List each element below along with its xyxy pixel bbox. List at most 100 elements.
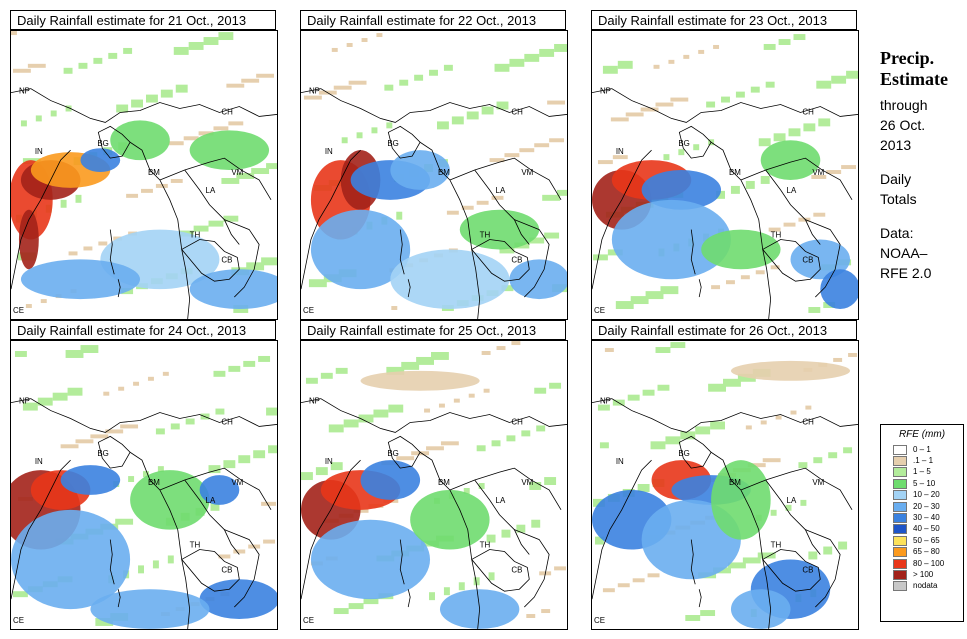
rain-speckle <box>663 154 670 161</box>
rain-speckle <box>12 591 28 598</box>
rain-speckle <box>468 393 475 398</box>
rain-speckle <box>678 149 685 156</box>
rain-speckle <box>466 111 479 120</box>
rain-area <box>360 370 480 391</box>
rainfall-map: NP CH IN BG BM VM LA TH CB CE <box>300 340 568 630</box>
country-label: VM <box>231 478 243 487</box>
country-border <box>181 239 240 282</box>
rain-speckle <box>808 551 818 560</box>
country-label: IN <box>325 147 333 156</box>
rain-speckle <box>80 345 99 353</box>
rain-speckle <box>138 565 144 574</box>
rain-speckle <box>519 148 535 153</box>
country-border <box>762 549 821 592</box>
rain-area <box>90 589 210 629</box>
rain-speckle <box>120 424 139 429</box>
rain-speckle <box>429 69 438 76</box>
rain-speckle <box>655 347 671 353</box>
rain-speckle <box>143 471 149 478</box>
country-label: CH <box>221 107 233 116</box>
rain-speckle <box>83 246 93 251</box>
rain-speckle <box>488 572 495 581</box>
rain-speckle <box>25 304 32 308</box>
country-border <box>97 435 131 469</box>
rain-speckle <box>223 215 239 222</box>
rain-speckle <box>168 141 184 146</box>
rain-speckle <box>602 588 615 593</box>
rain-speckle <box>440 441 459 446</box>
rain-speckle <box>155 428 165 435</box>
panel-title: Daily Rainfall estimate for 22 Oct., 201… <box>300 10 566 30</box>
rain-speckle <box>811 175 827 179</box>
rain-speckle <box>348 603 364 610</box>
country-label: IN <box>616 457 624 466</box>
country-label: TH <box>771 231 782 240</box>
country-border <box>805 529 841 608</box>
rain-speckle <box>356 132 363 139</box>
country-border <box>698 279 702 298</box>
rain-speckle <box>65 350 84 358</box>
country-border <box>474 169 530 245</box>
rain-speckle <box>236 173 255 179</box>
rain-speckle <box>808 307 821 313</box>
legend-swatch <box>893 581 907 592</box>
country-border <box>301 88 567 123</box>
rain-speckle <box>700 610 716 617</box>
rain-speckle <box>516 524 526 533</box>
country-label: CB <box>221 255 232 264</box>
country-border <box>11 149 71 290</box>
legend-swatch <box>893 535 907 546</box>
country-label: CH <box>802 417 814 426</box>
rain-speckle <box>436 121 449 130</box>
rainfall-field: NP CH IN BG BM VM LA TH CB CE <box>592 342 858 629</box>
country-label: BG <box>97 139 108 148</box>
legend-label: nodata <box>913 581 938 591</box>
rain-speckle <box>544 232 560 239</box>
rain-speckle <box>803 123 816 132</box>
rain-area <box>760 140 821 180</box>
rain-speckle <box>846 70 858 79</box>
rain-speckle <box>95 618 114 626</box>
rain-speckle <box>496 346 506 351</box>
rain-speckle <box>775 415 782 420</box>
country-border <box>399 539 405 585</box>
rain-speckle <box>50 110 57 117</box>
rain-speckle <box>800 499 807 506</box>
legend-title: RFE (mm) <box>898 429 946 440</box>
rain-speckle <box>627 394 640 401</box>
rain-speckle <box>443 587 450 596</box>
country-border <box>224 219 260 298</box>
legend-swatch <box>893 524 907 535</box>
rain-speckle <box>348 80 367 85</box>
rain-speckle <box>680 431 696 440</box>
country-border <box>11 398 277 433</box>
rain-area <box>711 460 771 540</box>
rain-speckle <box>524 53 540 62</box>
legend-label: 1 – 5 <box>913 467 931 477</box>
rain-speckle <box>233 305 249 313</box>
rain-speckle <box>396 211 403 220</box>
rain-speckle <box>770 509 777 516</box>
rain-area <box>80 148 121 173</box>
rain-speckle <box>373 409 389 418</box>
rain-speckle <box>499 247 515 254</box>
country-label: IN <box>325 457 333 466</box>
rain-speckle <box>592 498 605 507</box>
rain-speckle <box>476 445 486 452</box>
rain-speckle <box>695 426 711 435</box>
country-label: BM <box>438 168 450 177</box>
rainfall-field: NP CH IN BG BM VM LA TH CB CE <box>592 34 858 319</box>
rain-speckle <box>361 38 368 42</box>
country-border <box>11 459 71 600</box>
rainfall-field: NP CH IN BG BM VM LA TH CB CE <box>301 33 567 319</box>
rain-speckle <box>131 99 144 108</box>
rain-speckle <box>67 387 83 396</box>
rain-speckle <box>268 445 277 454</box>
rain-speckle <box>243 360 256 367</box>
legend-swatch <box>893 478 907 489</box>
rain-speckle <box>721 96 730 103</box>
country-label: CB <box>802 565 813 574</box>
country-label: NP <box>309 87 320 96</box>
rain-speckle <box>501 285 514 292</box>
